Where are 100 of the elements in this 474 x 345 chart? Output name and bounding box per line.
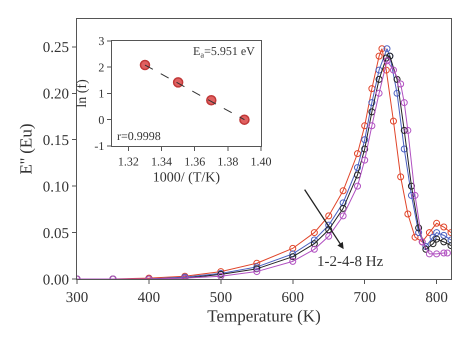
point xyxy=(433,236,440,243)
point xyxy=(440,224,448,230)
point xyxy=(361,136,368,144)
point xyxy=(361,156,368,164)
point xyxy=(354,164,361,172)
point xyxy=(394,90,401,97)
point xyxy=(354,172,361,178)
point xyxy=(444,250,451,256)
x-tick-label: 1.32 xyxy=(118,154,139,168)
point xyxy=(404,210,412,218)
x-tick-label: 1.34 xyxy=(151,154,172,168)
point xyxy=(354,150,361,158)
y-tick-label: 0.10 xyxy=(42,179,69,196)
point xyxy=(415,224,422,232)
x-axis-title: Temperature (K) xyxy=(207,306,321,326)
point xyxy=(361,122,368,130)
point xyxy=(412,234,419,241)
point xyxy=(440,250,448,256)
x-tick-label: 800 xyxy=(425,290,448,306)
x-tick-label: 1.36 xyxy=(184,154,206,168)
y-tick-label: 0.25 xyxy=(42,40,69,56)
y-axis-title: ln (f) xyxy=(75,78,90,108)
point xyxy=(289,253,296,260)
point xyxy=(340,199,347,206)
point xyxy=(378,45,386,52)
point xyxy=(289,244,296,252)
point xyxy=(310,236,318,244)
point xyxy=(354,182,361,190)
point xyxy=(368,108,376,116)
point xyxy=(397,173,404,180)
point xyxy=(325,222,332,229)
point xyxy=(368,122,376,130)
x-tick-label: 400 xyxy=(138,290,160,306)
point xyxy=(172,77,184,88)
point xyxy=(400,146,408,152)
point xyxy=(361,146,368,152)
point xyxy=(383,45,390,52)
point xyxy=(390,66,397,74)
y-tick-label: 0.05 xyxy=(42,226,69,242)
point xyxy=(412,192,419,199)
y-tick-label: 0.00 xyxy=(42,272,69,288)
x-tick-label: 700 xyxy=(353,290,376,306)
x-tick-label: 300 xyxy=(66,290,88,306)
point xyxy=(340,204,347,212)
point xyxy=(422,246,430,253)
point xyxy=(368,99,376,106)
point xyxy=(310,240,318,248)
point xyxy=(382,66,390,74)
point xyxy=(376,76,383,83)
x-axis-title: 1000/ (T/K) xyxy=(152,170,220,186)
x-tick-label: 1.38 xyxy=(217,154,238,168)
annotation: E$_{a}$=5.951 eV xyxy=(193,44,256,60)
y-tick-label: 1 xyxy=(98,86,104,101)
point xyxy=(382,54,390,62)
point xyxy=(397,80,404,88)
point xyxy=(140,60,150,70)
point xyxy=(390,118,397,125)
point xyxy=(383,57,390,64)
point xyxy=(376,90,383,97)
point xyxy=(394,76,401,83)
point xyxy=(433,220,440,227)
point xyxy=(426,250,433,258)
point xyxy=(239,114,250,125)
point xyxy=(430,240,437,248)
point xyxy=(426,229,433,236)
point xyxy=(289,250,296,258)
y-tick-label: 0.15 xyxy=(42,132,69,149)
annotation: r=0.9998 xyxy=(117,129,161,143)
point xyxy=(310,229,318,236)
x-tick-label: 600 xyxy=(282,290,304,306)
point xyxy=(376,66,383,74)
y-tick-label: -1 xyxy=(94,139,104,154)
point xyxy=(415,229,422,236)
y-tick-label: 0.20 xyxy=(42,86,69,103)
point xyxy=(440,238,448,246)
point xyxy=(376,52,383,60)
point xyxy=(310,246,318,253)
point xyxy=(433,229,440,236)
y-tick-label: 0 xyxy=(98,112,104,127)
point xyxy=(440,232,448,239)
point xyxy=(400,99,408,106)
point xyxy=(325,232,332,240)
annotation: 1-2-4-8 Hz xyxy=(317,254,384,270)
point xyxy=(253,260,260,267)
point xyxy=(400,126,408,134)
y-tick-label: 3 xyxy=(98,34,104,48)
point xyxy=(404,126,412,134)
point xyxy=(289,258,296,265)
point xyxy=(368,85,376,92)
x-tick-label: 1.40 xyxy=(250,154,272,168)
point xyxy=(408,192,415,199)
point xyxy=(340,187,347,194)
point xyxy=(430,234,437,241)
y-tick-label: 2 xyxy=(98,60,104,74)
x-tick-label: 500 xyxy=(210,290,232,306)
point xyxy=(340,212,347,220)
point xyxy=(408,182,415,190)
point xyxy=(433,250,440,258)
point xyxy=(253,268,260,276)
point xyxy=(325,212,332,220)
